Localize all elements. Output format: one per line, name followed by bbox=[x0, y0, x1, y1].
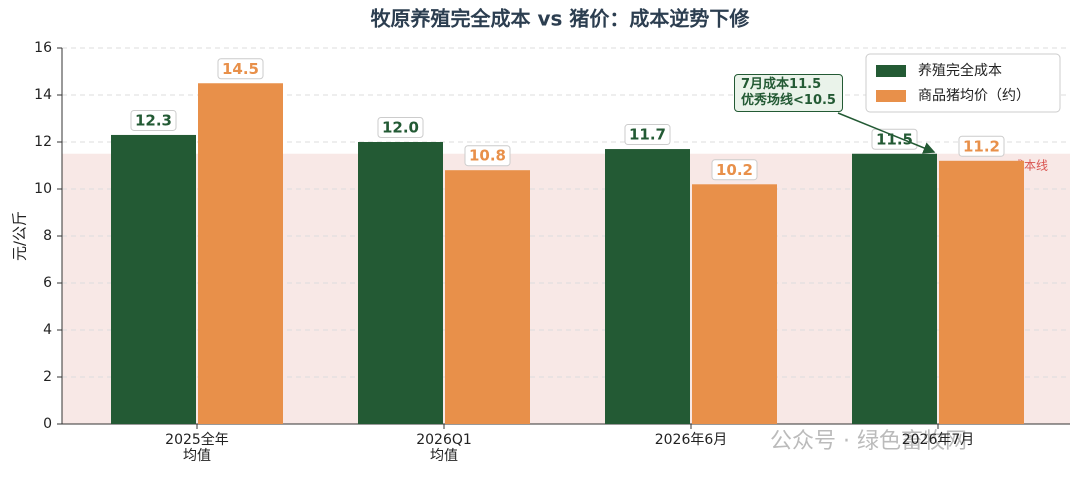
x-tick-label: 2026年6月 bbox=[654, 432, 728, 448]
data-label-group: 11.7 bbox=[624, 124, 671, 146]
y-tick-label: 2 bbox=[43, 369, 52, 385]
legend-swatch bbox=[876, 65, 906, 77]
y-tick-label: 6 bbox=[43, 275, 52, 291]
data-label-box bbox=[377, 117, 424, 138]
data-label: 11.7 bbox=[629, 126, 666, 144]
x-tick-label: 2025全年 均值 bbox=[165, 432, 229, 464]
bar bbox=[692, 184, 777, 424]
bar bbox=[445, 170, 530, 424]
bar bbox=[939, 160, 1024, 425]
legend-box bbox=[865, 53, 1061, 113]
legend-label: 养殖完全成本 bbox=[918, 62, 1002, 79]
data-label: 10.8 bbox=[469, 147, 506, 165]
data-label-group: 12.3 bbox=[130, 109, 177, 131]
data-label-box bbox=[217, 58, 264, 80]
data-label: 11.2 bbox=[963, 137, 1000, 155]
data-label-group: 10.8 bbox=[464, 145, 511, 167]
y-tick-label: 10 bbox=[34, 181, 52, 197]
y-tick-label: 14 bbox=[34, 87, 52, 103]
data-label-box bbox=[711, 159, 758, 181]
y-tick-label: 8 bbox=[43, 228, 52, 244]
legend-label: 商品猪均价（约） bbox=[918, 88, 1030, 104]
bar bbox=[605, 149, 690, 425]
annotation-arrow bbox=[837, 112, 936, 154]
y-tick-label: 4 bbox=[43, 322, 52, 338]
data-label-box bbox=[130, 109, 177, 131]
data-label: 12.3 bbox=[135, 111, 172, 129]
y-tick-label: 12 bbox=[34, 134, 52, 150]
data-label: 14.5 bbox=[222, 60, 259, 78]
bar bbox=[358, 142, 443, 424]
x-tick-label: 2026年7月 bbox=[901, 432, 975, 448]
data-label-box bbox=[464, 145, 511, 167]
data-label: 11.5 bbox=[876, 130, 913, 148]
data-label-box bbox=[871, 128, 918, 150]
data-label: 12.0 bbox=[382, 119, 419, 137]
data-label-group: 11.2 bbox=[958, 135, 1005, 157]
watermark: 公众号 · 绿色畜牧网 bbox=[770, 429, 967, 454]
y-tick-label: 16 bbox=[34, 40, 52, 56]
data-label-group: 10.2 bbox=[711, 159, 758, 181]
bar bbox=[198, 83, 283, 424]
bar bbox=[852, 153, 937, 424]
x-tick-label: 2026Q1 均值 bbox=[416, 432, 472, 464]
data-label-box bbox=[624, 124, 671, 146]
data-label-group: 14.5 bbox=[217, 58, 264, 80]
y-axis-label: 元/公斤 bbox=[11, 211, 29, 261]
y-tick-label: 0 bbox=[43, 416, 52, 432]
data-label-group: 12.0 bbox=[377, 117, 424, 138]
data-label: 10.2 bbox=[716, 161, 753, 179]
annotation: 7月成本11.5 优秀场线<10.5 bbox=[734, 74, 843, 112]
data-label-box bbox=[958, 135, 1005, 157]
bar bbox=[111, 134, 196, 424]
chart-title: 牧原养殖完全成本 vs 猪价：成本逆势下修 bbox=[371, 7, 751, 31]
legend-swatch bbox=[876, 90, 906, 102]
data-label-group: 11.5 bbox=[871, 128, 918, 150]
